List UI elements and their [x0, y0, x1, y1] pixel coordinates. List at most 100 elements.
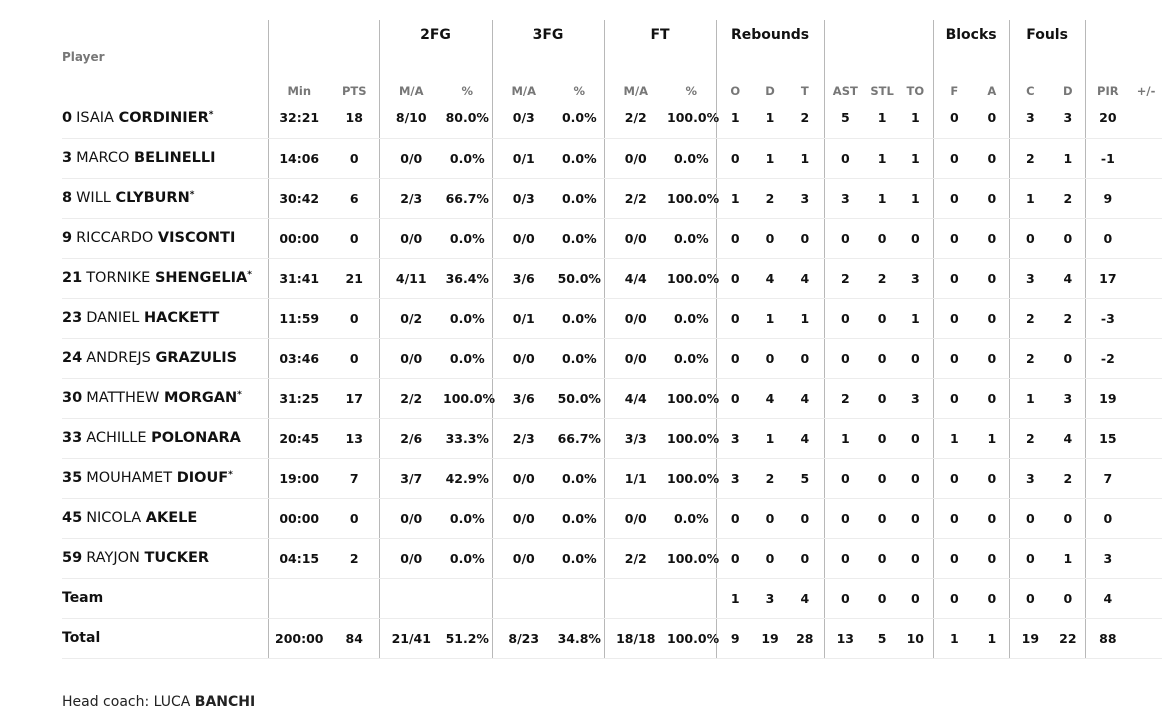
column-header-pir[interactable]: PIR: [1084, 50, 1131, 98]
stat-fg3-pct: 0.0%: [555, 218, 605, 259]
stat-foul-c: 2: [1008, 338, 1052, 379]
stat-pir: 19: [1084, 378, 1131, 419]
group-header-row: 2FG 3FG FT Rebounds Blocks Fouls: [62, 20, 1163, 50]
stat-reb-t: 4: [786, 578, 825, 619]
stat-fg3-ma: 3/6: [491, 378, 556, 419]
player-number: 33: [62, 430, 83, 446]
player-cell[interactable]: 33 ACHILLE POLONARA: [62, 418, 268, 459]
stat-pir: 20: [1084, 98, 1131, 139]
stat-foul-c: 3: [1008, 458, 1052, 499]
stat-stl: 0: [866, 458, 899, 499]
column-header-ft-pct[interactable]: %: [685, 84, 698, 98]
column-header-min[interactable]: Min: [267, 50, 330, 98]
stat-min: 00:00: [267, 218, 330, 259]
stat-reb-d: 4: [754, 258, 787, 299]
column-header-3fg-ma[interactable]: M/A: [491, 50, 556, 98]
stat-foul-d: 22: [1051, 618, 1086, 659]
player-row: 30 MATTHEW MORGAN* 31:25 17 2/2 100.0% 3/6 50.0…: [62, 378, 1163, 419]
stat-fg3-ma: [491, 578, 556, 619]
stat-blk-a: 0: [975, 498, 1010, 539]
head-coach-last-name: BANCHI: [194, 694, 256, 710]
stat-to: 1: [898, 98, 934, 139]
stat-fg3-ma: 3/6: [491, 258, 556, 299]
total-row: Total 200:00 84 21/41 51.2% 8/23 34.8% 18/18 100…: [62, 618, 1163, 659]
stat-fg2-ma: 3/7: [378, 458, 443, 499]
stat-blk-a: 0: [975, 338, 1010, 379]
player-cell[interactable]: 24 ANDREJS GRAZULIS: [62, 338, 268, 379]
column-header-blk-a[interactable]: A: [987, 84, 997, 98]
column-header-reb-t[interactable]: T: [800, 84, 809, 98]
player-cell[interactable]: 21 TORNIKE SHENGELIA*: [62, 258, 268, 299]
stat-fg2-ma: 21/41: [378, 618, 443, 659]
stat-fg3-ma: 0/1: [491, 138, 556, 179]
player-cell[interactable]: 8 WILL CLYBURN*: [62, 178, 268, 219]
stat-reb-o: 1: [715, 578, 755, 619]
player-cell[interactable]: 35 MOUHAMET DIOUF*: [62, 458, 268, 499]
player-last-name: BELINELLI: [134, 150, 216, 166]
column-header-foul-d[interactable]: D: [1063, 84, 1073, 98]
stat-pm: [1130, 298, 1163, 339]
starter-marker: *: [237, 390, 242, 400]
stat-fg3-ma: 2/3: [491, 418, 556, 459]
column-header-blk-f[interactable]: F: [932, 50, 976, 98]
group-blocks: Blocks: [932, 20, 1010, 50]
column-header-3fg-pct[interactable]: %: [573, 84, 586, 98]
column-header-ft-ma[interactable]: M/A: [603, 50, 668, 98]
stat-fg2-pct: 0.0%: [443, 298, 493, 339]
starter-marker: *: [208, 109, 214, 120]
player-cell[interactable]: 23 DANIEL HACKETT: [62, 298, 268, 339]
stat-ast: 1: [823, 418, 867, 459]
stat-fg3-ma: 0/3: [491, 178, 556, 219]
player-cell[interactable]: 45 NICOLA AKELE: [62, 498, 268, 539]
stat-min: 31:41: [267, 258, 330, 299]
stat-foul-c: 19: [1008, 618, 1052, 659]
column-header-reb-d[interactable]: D: [765, 84, 775, 98]
stat-pm: [1130, 578, 1163, 619]
stat-fg2-ma: 0/2: [378, 298, 443, 339]
column-header-player[interactable]: Player: [62, 50, 105, 64]
stat-ft-pct: 0.0%: [667, 218, 717, 259]
player-cell[interactable]: 9 RICCARDO VISCONTI: [62, 218, 268, 259]
column-header-foul-c[interactable]: C: [1008, 50, 1052, 98]
stat-foul-d: 0: [1051, 338, 1086, 379]
stat-fg3-pct: 0.0%: [555, 538, 605, 579]
stat-ft-pct: 0.0%: [667, 298, 717, 339]
player-cell[interactable]: 0 ISAIA CORDINIER*: [62, 98, 268, 139]
stat-pts: 0: [330, 138, 379, 179]
column-header-2fg-pct[interactable]: %: [461, 84, 474, 98]
stat-stl: 0: [866, 378, 899, 419]
starter-marker: *: [247, 270, 252, 280]
stat-ft-pct: 0.0%: [667, 138, 717, 179]
starter-marker: *: [189, 190, 195, 200]
column-header-plus-minus[interactable]: +/-: [1136, 84, 1156, 98]
stat-blk-f: 0: [932, 578, 976, 619]
player-cell[interactable]: 59 RAYJON TUCKER: [62, 538, 268, 579]
stat-pts: 0: [330, 298, 379, 339]
stat-ft-ma: 1/1: [603, 458, 668, 499]
stat-fg2-pct: 66.7%: [443, 178, 493, 219]
stat-to: 0: [898, 218, 934, 259]
column-header-reb-o[interactable]: O: [715, 50, 755, 98]
player-cell[interactable]: 3 MARCO BELINELLI: [62, 138, 268, 179]
boxscore-body: 0 ISAIA CORDINIER* 32:21 18 8/10 80.0% 0/3 0.0%…: [62, 98, 1163, 659]
stat-ft-pct: 100.0%: [667, 418, 719, 459]
player-cell[interactable]: 30 MATTHEW MORGAN*: [62, 378, 268, 419]
column-header-ast[interactable]: AST: [823, 50, 867, 98]
column-header-2fg-ma[interactable]: M/A: [378, 50, 443, 98]
stat-ft-ma: 0/0: [603, 338, 668, 379]
column-header-to[interactable]: TO: [906, 84, 925, 98]
stat-fg3-ma: 0/0: [491, 458, 556, 499]
stat-pir: 3: [1084, 538, 1131, 579]
stat-reb-o: 1: [715, 178, 755, 219]
column-header-pts[interactable]: PTS: [341, 84, 367, 98]
stat-pts: 7: [330, 458, 379, 499]
stat-fg2-pct: 0.0%: [443, 218, 493, 259]
player-first-name: ACHILLE: [86, 430, 147, 446]
player-last-name: AKELE: [145, 510, 198, 526]
stat-ast: 0: [823, 578, 867, 619]
stat-fg2-pct: 0.0%: [443, 138, 493, 179]
column-header-stl[interactable]: STL: [870, 84, 894, 98]
stat-reb-o: 3: [715, 418, 755, 459]
stat-blk-f: 0: [932, 498, 976, 539]
stat-min: 200:00: [267, 618, 330, 659]
